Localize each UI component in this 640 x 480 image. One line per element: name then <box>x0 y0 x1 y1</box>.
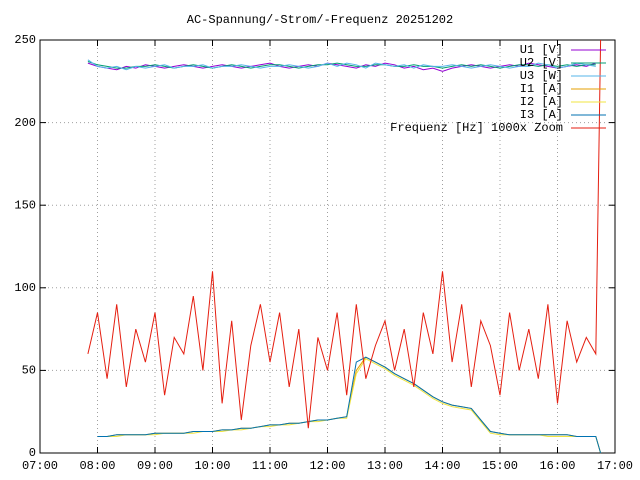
legend-label: Frequenz [Hz] 1000x Zoom <box>390 121 563 135</box>
plot-frame <box>39 39 616 454</box>
y-tick-label: 0 <box>29 446 36 460</box>
y-tick-label: 150 <box>14 198 36 212</box>
legend-label: U3 [W] <box>520 69 563 83</box>
series-line <box>97 356 602 454</box>
legend-label: U1 [V] <box>520 43 563 57</box>
legend-label: I1 [A] <box>520 82 563 96</box>
series-line <box>87 39 602 429</box>
x-tick-label: 10:00 <box>194 459 230 473</box>
x-tick-label: 12:00 <box>309 459 345 473</box>
x-tick-label: 15:00 <box>482 459 518 473</box>
x-tick-label: 17:00 <box>597 459 633 473</box>
x-tick-label: 14:00 <box>424 459 460 473</box>
legend-label: I3 [A] <box>520 108 563 122</box>
y-tick-label: 50 <box>22 364 36 378</box>
legend-label: U2 [V] <box>520 56 563 70</box>
series-line <box>87 59 596 71</box>
x-tick-label: 16:00 <box>539 459 575 473</box>
x-tick-label: 13:00 <box>367 459 403 473</box>
x-tick-label: 07:00 <box>22 459 58 473</box>
legend-label: I2 [A] <box>520 95 563 109</box>
y-tick-label: 250 <box>14 33 36 47</box>
x-tick-label: 08:00 <box>79 459 115 473</box>
y-tick-label: 200 <box>14 116 36 130</box>
x-tick-label: 11:00 <box>252 459 288 473</box>
x-tick-label: 09:00 <box>137 459 173 473</box>
series-line <box>87 62 596 72</box>
chart-title: AC-Spannung/-Strom/-Frequenz 20251202 <box>187 13 453 27</box>
y-tick-label: 100 <box>14 281 36 295</box>
